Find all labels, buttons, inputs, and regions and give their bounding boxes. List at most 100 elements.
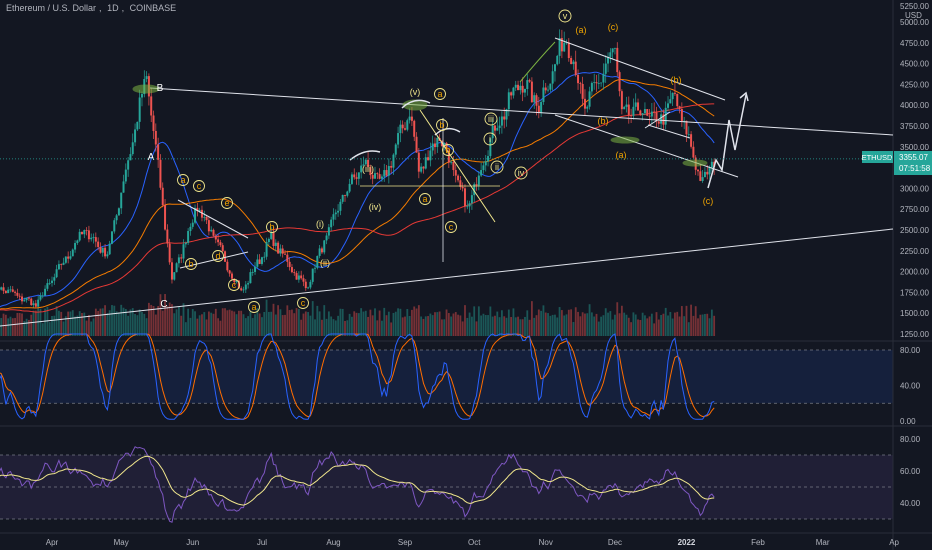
symbol-title: Ethereum / U.S. Dollar, 1D, COINBASE xyxy=(6,3,179,13)
candle-body xyxy=(327,227,330,236)
candle-body xyxy=(57,264,60,270)
candle-body xyxy=(390,166,393,168)
volume-bar xyxy=(288,310,291,336)
candle-body xyxy=(14,291,17,293)
candle-body xyxy=(150,96,153,116)
time-tick-label: Jun xyxy=(186,538,199,547)
candle-body xyxy=(281,248,284,254)
volume-bar xyxy=(678,316,681,336)
candle-body xyxy=(152,115,155,131)
volume-bar xyxy=(477,306,480,336)
volume-bar xyxy=(323,305,326,336)
volume-bar xyxy=(526,310,529,336)
volume-bar xyxy=(558,307,561,336)
candle-body xyxy=(307,287,310,289)
volume-bar xyxy=(2,313,5,336)
volume-bar xyxy=(507,309,510,336)
candle-body xyxy=(145,76,148,80)
candle-body xyxy=(51,280,53,283)
volume-bar xyxy=(572,322,575,336)
volume-bar xyxy=(124,308,127,336)
volume-bar xyxy=(641,312,644,336)
volume-bar xyxy=(413,306,416,336)
candle-body xyxy=(553,64,556,72)
volume-bar xyxy=(180,315,183,336)
candle-body xyxy=(639,110,642,115)
volume-bar xyxy=(381,320,383,336)
projection-arrow xyxy=(707,94,747,189)
candle-body xyxy=(154,130,157,145)
candle-body xyxy=(85,230,88,231)
volume-bar xyxy=(411,309,413,336)
candle-body xyxy=(64,256,67,263)
volume-bar xyxy=(530,301,533,336)
volume-bar xyxy=(64,316,67,336)
candle-body xyxy=(565,42,568,44)
volume-bar xyxy=(205,319,208,336)
candle-body xyxy=(457,175,460,181)
volume-bar xyxy=(136,315,139,336)
candle-body xyxy=(563,42,566,52)
volume-bar xyxy=(498,317,501,336)
volume-bar xyxy=(406,309,409,336)
volume-bars xyxy=(0,294,716,336)
wave-label-circle xyxy=(558,9,572,23)
ma-slow-line xyxy=(0,103,715,313)
volume-bar xyxy=(191,309,194,336)
candle-body xyxy=(272,232,275,246)
arrow-head xyxy=(739,91,749,102)
candle-body xyxy=(302,278,305,282)
volume-bar xyxy=(704,314,706,336)
volume-bar xyxy=(286,305,289,336)
volume-bar xyxy=(577,311,579,336)
candle-body xyxy=(191,222,194,227)
volume-bar xyxy=(25,318,28,336)
candle-body xyxy=(493,125,496,131)
candle-body xyxy=(80,231,83,235)
volume-bar xyxy=(263,311,266,336)
wave-label: a xyxy=(422,194,427,204)
volume-bar xyxy=(581,312,584,336)
candle-body xyxy=(422,166,425,169)
arc-drawing xyxy=(349,150,381,161)
candle-body xyxy=(355,177,358,179)
volume-bar xyxy=(625,314,628,336)
stochastic-tick-label: 80.00 xyxy=(900,346,921,355)
candle-body xyxy=(540,102,543,113)
candle-body xyxy=(212,229,215,236)
candle-body xyxy=(62,262,65,265)
volume-bar xyxy=(667,315,669,336)
candle-body xyxy=(101,247,104,253)
volume-bar xyxy=(0,318,3,336)
volume-bar xyxy=(254,314,256,336)
exchange-label: COINBASE xyxy=(129,3,177,13)
wave-label-circle xyxy=(514,166,528,180)
wave-letter-label: A xyxy=(148,152,155,163)
volume-bar xyxy=(600,316,603,336)
time-tick-label: Oct xyxy=(468,538,481,547)
candle-body xyxy=(671,92,674,100)
wave-label-circle xyxy=(484,112,498,126)
candle-body xyxy=(662,114,665,125)
candle-body xyxy=(600,82,603,84)
candle-body xyxy=(417,152,420,172)
volume-bar xyxy=(21,313,23,336)
rsi-ma-line xyxy=(0,455,715,506)
volume-bar xyxy=(351,316,353,336)
volume-bar xyxy=(134,314,136,336)
volume-bar xyxy=(697,318,699,336)
time-tick-label: Jul xyxy=(257,538,267,547)
volume-bar xyxy=(291,309,293,336)
volume-bar xyxy=(475,321,478,336)
volume-bar xyxy=(224,308,226,336)
candle-body xyxy=(300,275,303,279)
volume-bar xyxy=(74,316,76,336)
price-tick-label: 3000.00 xyxy=(900,184,929,193)
candle-body xyxy=(634,102,637,107)
volume-bar xyxy=(101,308,104,336)
candle-body xyxy=(320,248,323,253)
volume-bar xyxy=(551,314,554,336)
